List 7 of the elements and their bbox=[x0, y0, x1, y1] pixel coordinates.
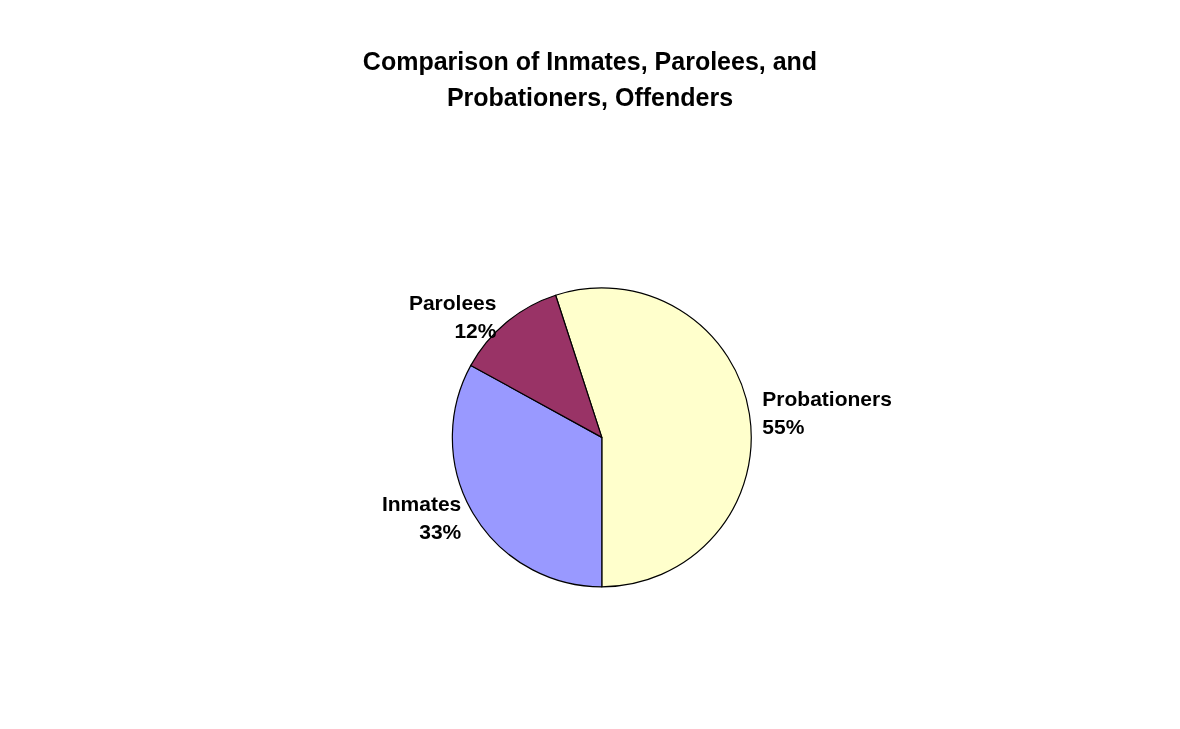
slice-label: Probationers bbox=[762, 387, 892, 411]
chart-title: Comparison of Inmates, Parolees, and Probationers, Offenders bbox=[362, 47, 818, 111]
data-label: 33% bbox=[419, 520, 462, 544]
slice-label: Inmates bbox=[381, 492, 462, 516]
data-label: 55% bbox=[762, 415, 805, 439]
slice-label: Parolees bbox=[408, 290, 497, 314]
data-label: 12% bbox=[454, 318, 497, 342]
